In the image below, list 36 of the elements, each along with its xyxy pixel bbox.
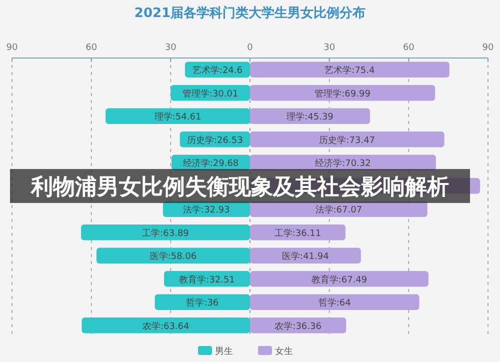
annotation: 利物浦男女比例失衡现象及其社会影响解析: [30, 175, 449, 200]
data-label: 工学:63.89: [142, 228, 190, 239]
data-label: 管理学:30.01: [182, 88, 238, 100]
data-label: 医学:58.06: [150, 251, 197, 262]
x-tick-label: 30: [324, 43, 336, 53]
data-label: 教育学:32.51: [179, 274, 235, 286]
data-label: 法学:32.93: [183, 204, 230, 216]
data-label: 管理学:69.99: [314, 88, 371, 100]
chart-title: 2021届各学科门类大学生男女比例分布: [134, 5, 366, 21]
data-label: 艺术学:75.4: [324, 65, 375, 76]
data-label: 医学:41.94: [282, 251, 330, 262]
data-label: 理学:45.39: [286, 112, 334, 123]
x-tick-label: 90: [6, 43, 18, 53]
x-tick-label: 0: [247, 43, 254, 53]
data-label: 哲学:36: [186, 298, 219, 309]
x-tick-label: 60: [402, 43, 415, 53]
data-label: 哲学:64: [318, 298, 352, 309]
data-label: 历史学:26.53: [187, 134, 243, 146]
data-label: 农学:36.36: [274, 320, 322, 332]
data-label: 经济学:29.68: [182, 158, 239, 170]
x-tick-label: 90: [482, 43, 494, 53]
x-tick-label: 60: [86, 43, 98, 53]
data-label: 艺术学:24.6: [192, 65, 243, 76]
annotation: 利物浦男女比例失衡现象及其社会影响解析: [10, 169, 470, 203]
data-label: 工学:36.11: [274, 228, 322, 239]
data-label: 教育学:67.49: [311, 274, 368, 286]
legend-label: 女生: [275, 346, 293, 357]
data-label: 历史学:73.47: [319, 134, 376, 146]
x-tick-label: 30: [164, 43, 177, 53]
data-label: 法学:67.07: [315, 204, 362, 216]
legend: 男生: [198, 346, 233, 357]
data-label: 经济学:70.32: [315, 158, 371, 170]
data-label: 理学:54.61: [154, 112, 202, 123]
legend-label: 男生: [215, 346, 233, 357]
legend: 女生: [258, 346, 293, 357]
data-label: 农学:63.64: [142, 320, 190, 332]
